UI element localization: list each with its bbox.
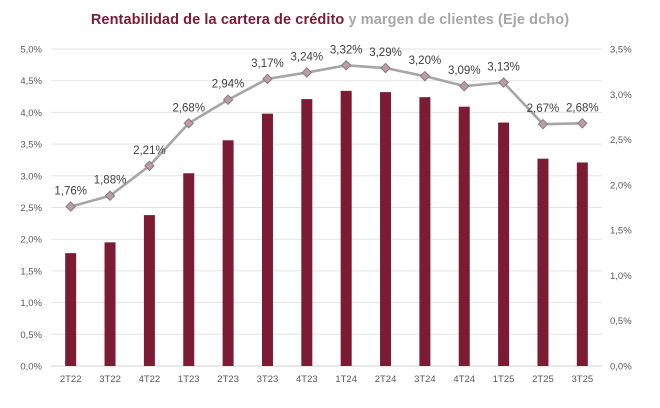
chart-title-secondary: y margen de clientes (Eje dcho): [344, 12, 570, 28]
data-label: 2,68%: [172, 102, 205, 114]
y-left-tick-label: 4,5%: [20, 76, 42, 87]
y-right-tick-label: 0,0%: [610, 362, 632, 373]
chart-title: Rentabilidad de la cartera de crédito y …: [0, 12, 660, 28]
bar-rentabilidad: [183, 173, 195, 366]
bar-rentabilidad: [143, 215, 155, 366]
data-label: 3,17%: [251, 58, 284, 70]
y-right-tick-label: 3,0%: [610, 90, 632, 101]
data-label: 2,68%: [566, 102, 599, 114]
line-marker: [104, 190, 116, 202]
x-tick-label: 4T22: [139, 374, 161, 385]
y-left-tick-label: 2,0%: [20, 235, 42, 246]
data-label: 3,13%: [487, 62, 520, 74]
line-marker: [380, 62, 391, 74]
bar-rentabilidad: [498, 122, 510, 366]
x-tick-label: 2T23: [217, 374, 239, 385]
y-left-tick-label: 0,0%: [20, 362, 42, 373]
data-label: 2,67%: [527, 103, 560, 115]
y-left-tick-label: 0,5%: [20, 330, 42, 341]
chart-title-primary: Rentabilidad de la cartera de crédito: [90, 12, 345, 28]
line-marker: [183, 117, 195, 129]
data-label: 2,94%: [212, 79, 245, 91]
x-tick-label: 3T22: [99, 374, 121, 385]
bar-rentabilidad: [576, 162, 588, 366]
bar-rentabilidad: [65, 253, 77, 366]
bar-rentabilidad: [104, 242, 116, 366]
line-margen-clientes: [70, 64, 583, 208]
line-marker: [301, 67, 313, 78]
y-left-tick-label: 4,0%: [20, 108, 42, 119]
line-marker: [419, 70, 431, 82]
line-marker: [144, 160, 155, 172]
y-right-tick-label: 1,0%: [610, 271, 632, 282]
data-label: 3,32%: [330, 44, 363, 56]
x-tick-label: 1T25: [493, 374, 515, 385]
x-tick-label: 3T23: [257, 374, 279, 385]
bar-rentabilidad: [380, 92, 392, 366]
y-right-tick-label: 3,5%: [610, 45, 632, 56]
x-tick-label: 2T24: [375, 374, 397, 385]
line-marker: [498, 77, 509, 88]
line-marker: [458, 80, 470, 92]
bar-rentabilidad: [340, 90, 352, 367]
x-tick-label: 1T24: [335, 374, 357, 385]
line-marker: [340, 59, 352, 71]
line-marker: [65, 201, 76, 212]
bar-rentabilidad: [261, 113, 273, 366]
x-tick-label: 4T24: [453, 374, 475, 385]
x-tick-label: 2T22: [60, 374, 82, 385]
bar-rentabilidad: [301, 99, 313, 366]
x-tick-label: 1T23: [178, 374, 200, 385]
data-label: 3,20%: [409, 55, 442, 67]
data-label: 3,09%: [448, 65, 481, 77]
line-marker: [577, 117, 588, 129]
y-left-tick-label: 2,5%: [20, 203, 42, 214]
line-marker: [262, 73, 273, 85]
x-tick-label: 3T25: [571, 374, 593, 385]
y-left-tick-label: 5,0%: [20, 45, 42, 56]
data-label: 3,24%: [291, 52, 324, 64]
y-right-tick-label: 2,0%: [610, 180, 632, 191]
data-label: 1,88%: [94, 175, 127, 187]
data-label: 3,29%: [369, 47, 402, 59]
y-left-tick-label: 1,0%: [20, 298, 42, 309]
data-label: 2,21%: [133, 145, 166, 157]
y-right-tick-label: 0,5%: [610, 316, 632, 327]
bar-rentabilidad: [458, 106, 470, 366]
line-marker: [537, 118, 549, 130]
y-left-tick-label: 3,5%: [20, 140, 42, 151]
bar-rentabilidad: [419, 97, 431, 367]
y-left-tick-label: 1,5%: [20, 266, 42, 277]
y-left-tick-label: 3,0%: [20, 171, 42, 182]
x-tick-label: 2T25: [532, 374, 554, 385]
y-right-tick-label: 2,5%: [610, 135, 632, 146]
bar-rentabilidad: [222, 140, 234, 366]
x-tick-label: 3T24: [414, 374, 436, 385]
y-right-tick-label: 1,5%: [610, 226, 632, 237]
x-tick-label: 4T23: [296, 374, 318, 385]
bar-rentabilidad: [537, 158, 549, 366]
data-label: 1,76%: [54, 186, 87, 198]
line-marker: [222, 94, 234, 106]
